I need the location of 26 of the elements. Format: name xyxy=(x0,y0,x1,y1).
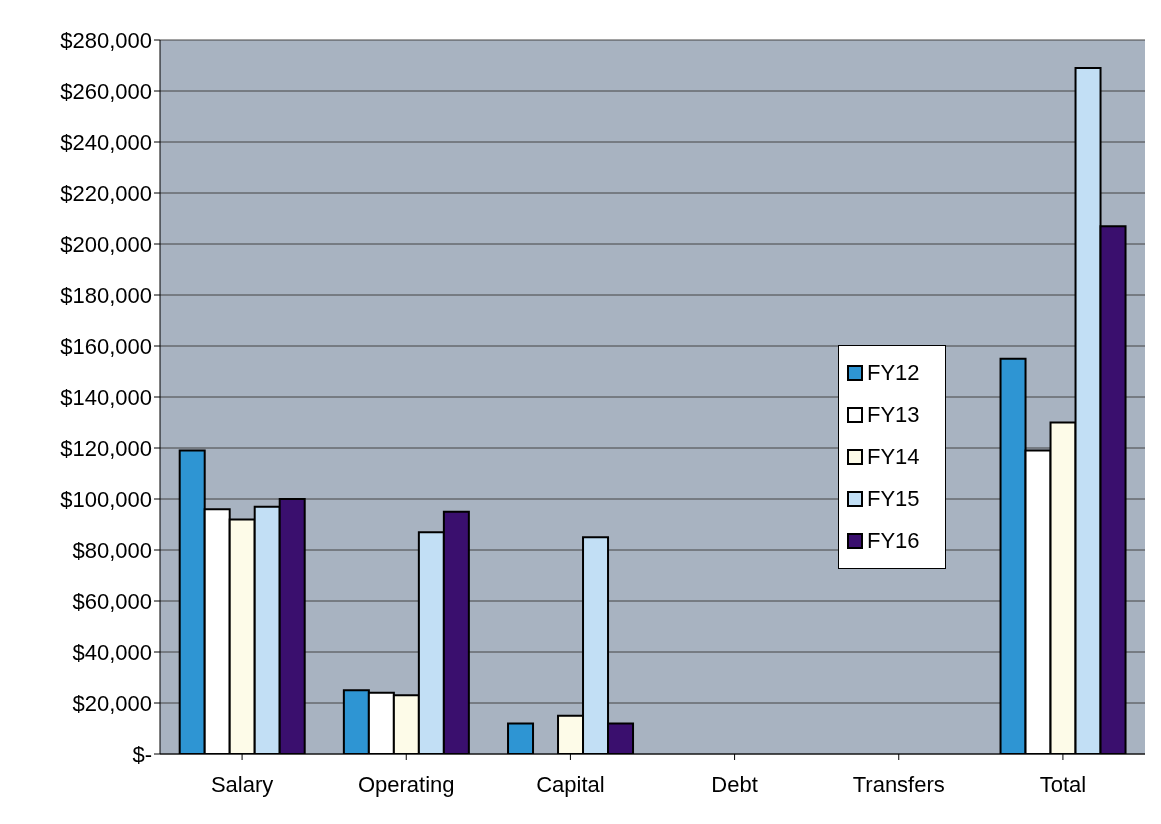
y-tick-label: $100,000 xyxy=(60,486,152,512)
y-tick-label: $160,000 xyxy=(60,333,152,359)
y-tick-label: $220,000 xyxy=(60,180,152,206)
legend-label: FY15 xyxy=(867,485,920,513)
legend-label: FY16 xyxy=(867,527,920,555)
x-tick-label: Capital xyxy=(536,771,605,797)
y-tick-label: $200,000 xyxy=(60,231,152,257)
x-tick-label: Debt xyxy=(711,771,758,797)
y-tick-label: $240,000 xyxy=(60,129,152,155)
y-tick-label: $280,000 xyxy=(60,27,152,53)
x-tick-label: Total xyxy=(1039,771,1087,797)
legend-label: FY14 xyxy=(867,443,920,471)
x-tick-label: Operating xyxy=(357,771,455,797)
y-tick-label: $- xyxy=(132,741,152,767)
legend-label: FY12 xyxy=(867,359,920,387)
y-tick-label: $40,000 xyxy=(72,639,152,665)
y-tick-label: $140,000 xyxy=(60,384,152,410)
y-tick-label: $260,000 xyxy=(60,78,152,104)
legend-label: FY13 xyxy=(867,401,920,429)
y-tick-label: $80,000 xyxy=(72,537,152,563)
y-tick-label: $20,000 xyxy=(72,690,152,716)
x-tick-label: Salary xyxy=(210,771,274,797)
x-tick-label: Transfers xyxy=(852,771,945,797)
y-tick-label: $180,000 xyxy=(60,282,152,308)
y-tick-label: $120,000 xyxy=(60,435,152,461)
y-tick-label: $60,000 xyxy=(72,588,152,614)
